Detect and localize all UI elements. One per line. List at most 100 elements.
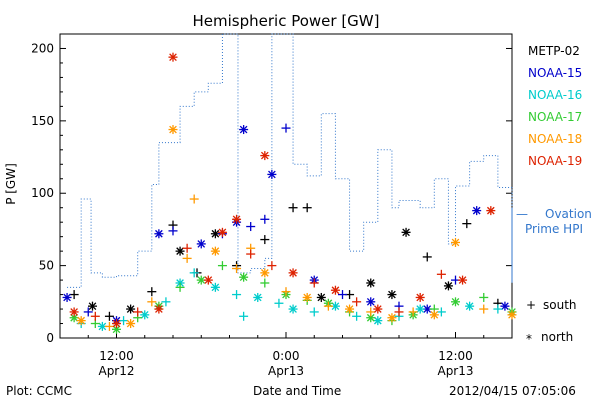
data-point (401, 227, 411, 237)
data-point (168, 226, 178, 236)
data-point (154, 304, 164, 314)
data-point (394, 307, 404, 317)
legend-north-label: north (541, 330, 574, 344)
data-point (345, 304, 355, 314)
data-point (154, 229, 164, 239)
data-point (239, 311, 249, 321)
legend-entry-noaa-17: NOAA-17 (528, 110, 583, 124)
data-point (330, 285, 340, 295)
data-point (161, 297, 171, 307)
y-tick-label: 50 (39, 259, 54, 273)
data-point (239, 272, 249, 282)
x-tick-time-label: 12:00 (438, 349, 473, 363)
data-point (493, 304, 503, 314)
x-tick-date-label: Apr13 (268, 364, 304, 378)
data-point (126, 319, 136, 329)
y-tick-label: 0 (46, 331, 54, 345)
data-point (366, 307, 376, 317)
data-point (316, 292, 326, 302)
data-point (507, 310, 517, 320)
footer-plot-credit: Plot: CCMC (6, 384, 72, 398)
data-point (260, 214, 270, 224)
data-point (140, 310, 150, 320)
data-point (408, 307, 418, 317)
ovation-legend-dash: — (516, 207, 528, 221)
legend-entry-noaa-18: NOAA-18 (528, 132, 583, 146)
data-point (260, 268, 270, 278)
data-point (210, 246, 220, 256)
data-point (415, 304, 425, 314)
data-point (267, 261, 277, 271)
data-point (373, 316, 383, 326)
data-point (126, 304, 136, 314)
y-axis: 0 50 100 150 200 (31, 41, 512, 345)
data-point (83, 307, 93, 317)
ovation-step-line (67, 33, 513, 288)
x-tick-date-label: Apr13 (437, 364, 473, 378)
data-point (76, 316, 86, 326)
legend-south-label: south (543, 298, 577, 312)
data-point (69, 290, 79, 300)
data-point (119, 316, 129, 326)
data-point (387, 290, 397, 300)
data-point (112, 319, 121, 329)
data-point (366, 297, 376, 307)
legend-north-symbol: * (526, 332, 532, 346)
data-point (415, 292, 425, 302)
data-point (352, 311, 362, 321)
data-point (147, 297, 157, 307)
data-point (168, 52, 178, 62)
data-point (232, 290, 242, 300)
legend-south-symbol: + (526, 298, 537, 312)
data-point (196, 275, 206, 285)
legend-entry-noaa-19: NOAA-19 (528, 154, 583, 168)
data-point (387, 313, 397, 323)
chart-title: Hemispheric Power [GW] (192, 12, 380, 30)
data-point (479, 292, 489, 302)
data-point (104, 321, 114, 331)
data-point (436, 307, 446, 317)
data-point (281, 123, 291, 133)
data-point (147, 287, 157, 297)
data-point (288, 304, 298, 314)
data-point (189, 268, 199, 278)
legend-entry-noaa-16: NOAA-16 (528, 88, 583, 102)
ovation-legend-line1: Ovation (545, 207, 592, 221)
legend-entry-metp-02: METP-02 (528, 44, 580, 58)
data-point (62, 292, 72, 302)
footer-timestamp: 2012/04/15 07:05:06 (449, 384, 576, 398)
data-point (239, 125, 249, 135)
data-point (302, 203, 312, 213)
ovation-legend-line2: Prime HPI (525, 222, 583, 236)
x-tick-time-label: 12:00 (99, 349, 134, 363)
data-point (429, 310, 439, 320)
x-tick-date-label: Apr12 (98, 364, 134, 378)
data-point (323, 301, 333, 311)
data-point (90, 311, 100, 321)
data-point (246, 222, 256, 232)
data-point (87, 301, 97, 311)
x-tick-time-label: 0:00 (273, 349, 300, 363)
data-point (458, 275, 468, 285)
data-point (182, 243, 192, 253)
data-point (472, 206, 482, 216)
data-point (451, 297, 460, 307)
data-point (338, 290, 347, 300)
data-point (288, 203, 298, 213)
data-point (288, 268, 298, 278)
y-axis-label: P [GW] (4, 163, 18, 205)
y-tick-label: 100 (31, 186, 54, 200)
data-point (175, 246, 185, 256)
data-point (232, 264, 242, 274)
y-tick-label: 200 (31, 41, 54, 55)
data-point (253, 292, 263, 302)
data-point (451, 237, 460, 247)
data-point (196, 239, 206, 249)
data-point (366, 278, 376, 288)
data-point (443, 281, 453, 291)
data-point (309, 278, 319, 288)
x-axis-label: Date and Time (253, 384, 342, 398)
data-point (260, 278, 270, 288)
data-point (232, 214, 242, 224)
data-point (104, 311, 114, 321)
